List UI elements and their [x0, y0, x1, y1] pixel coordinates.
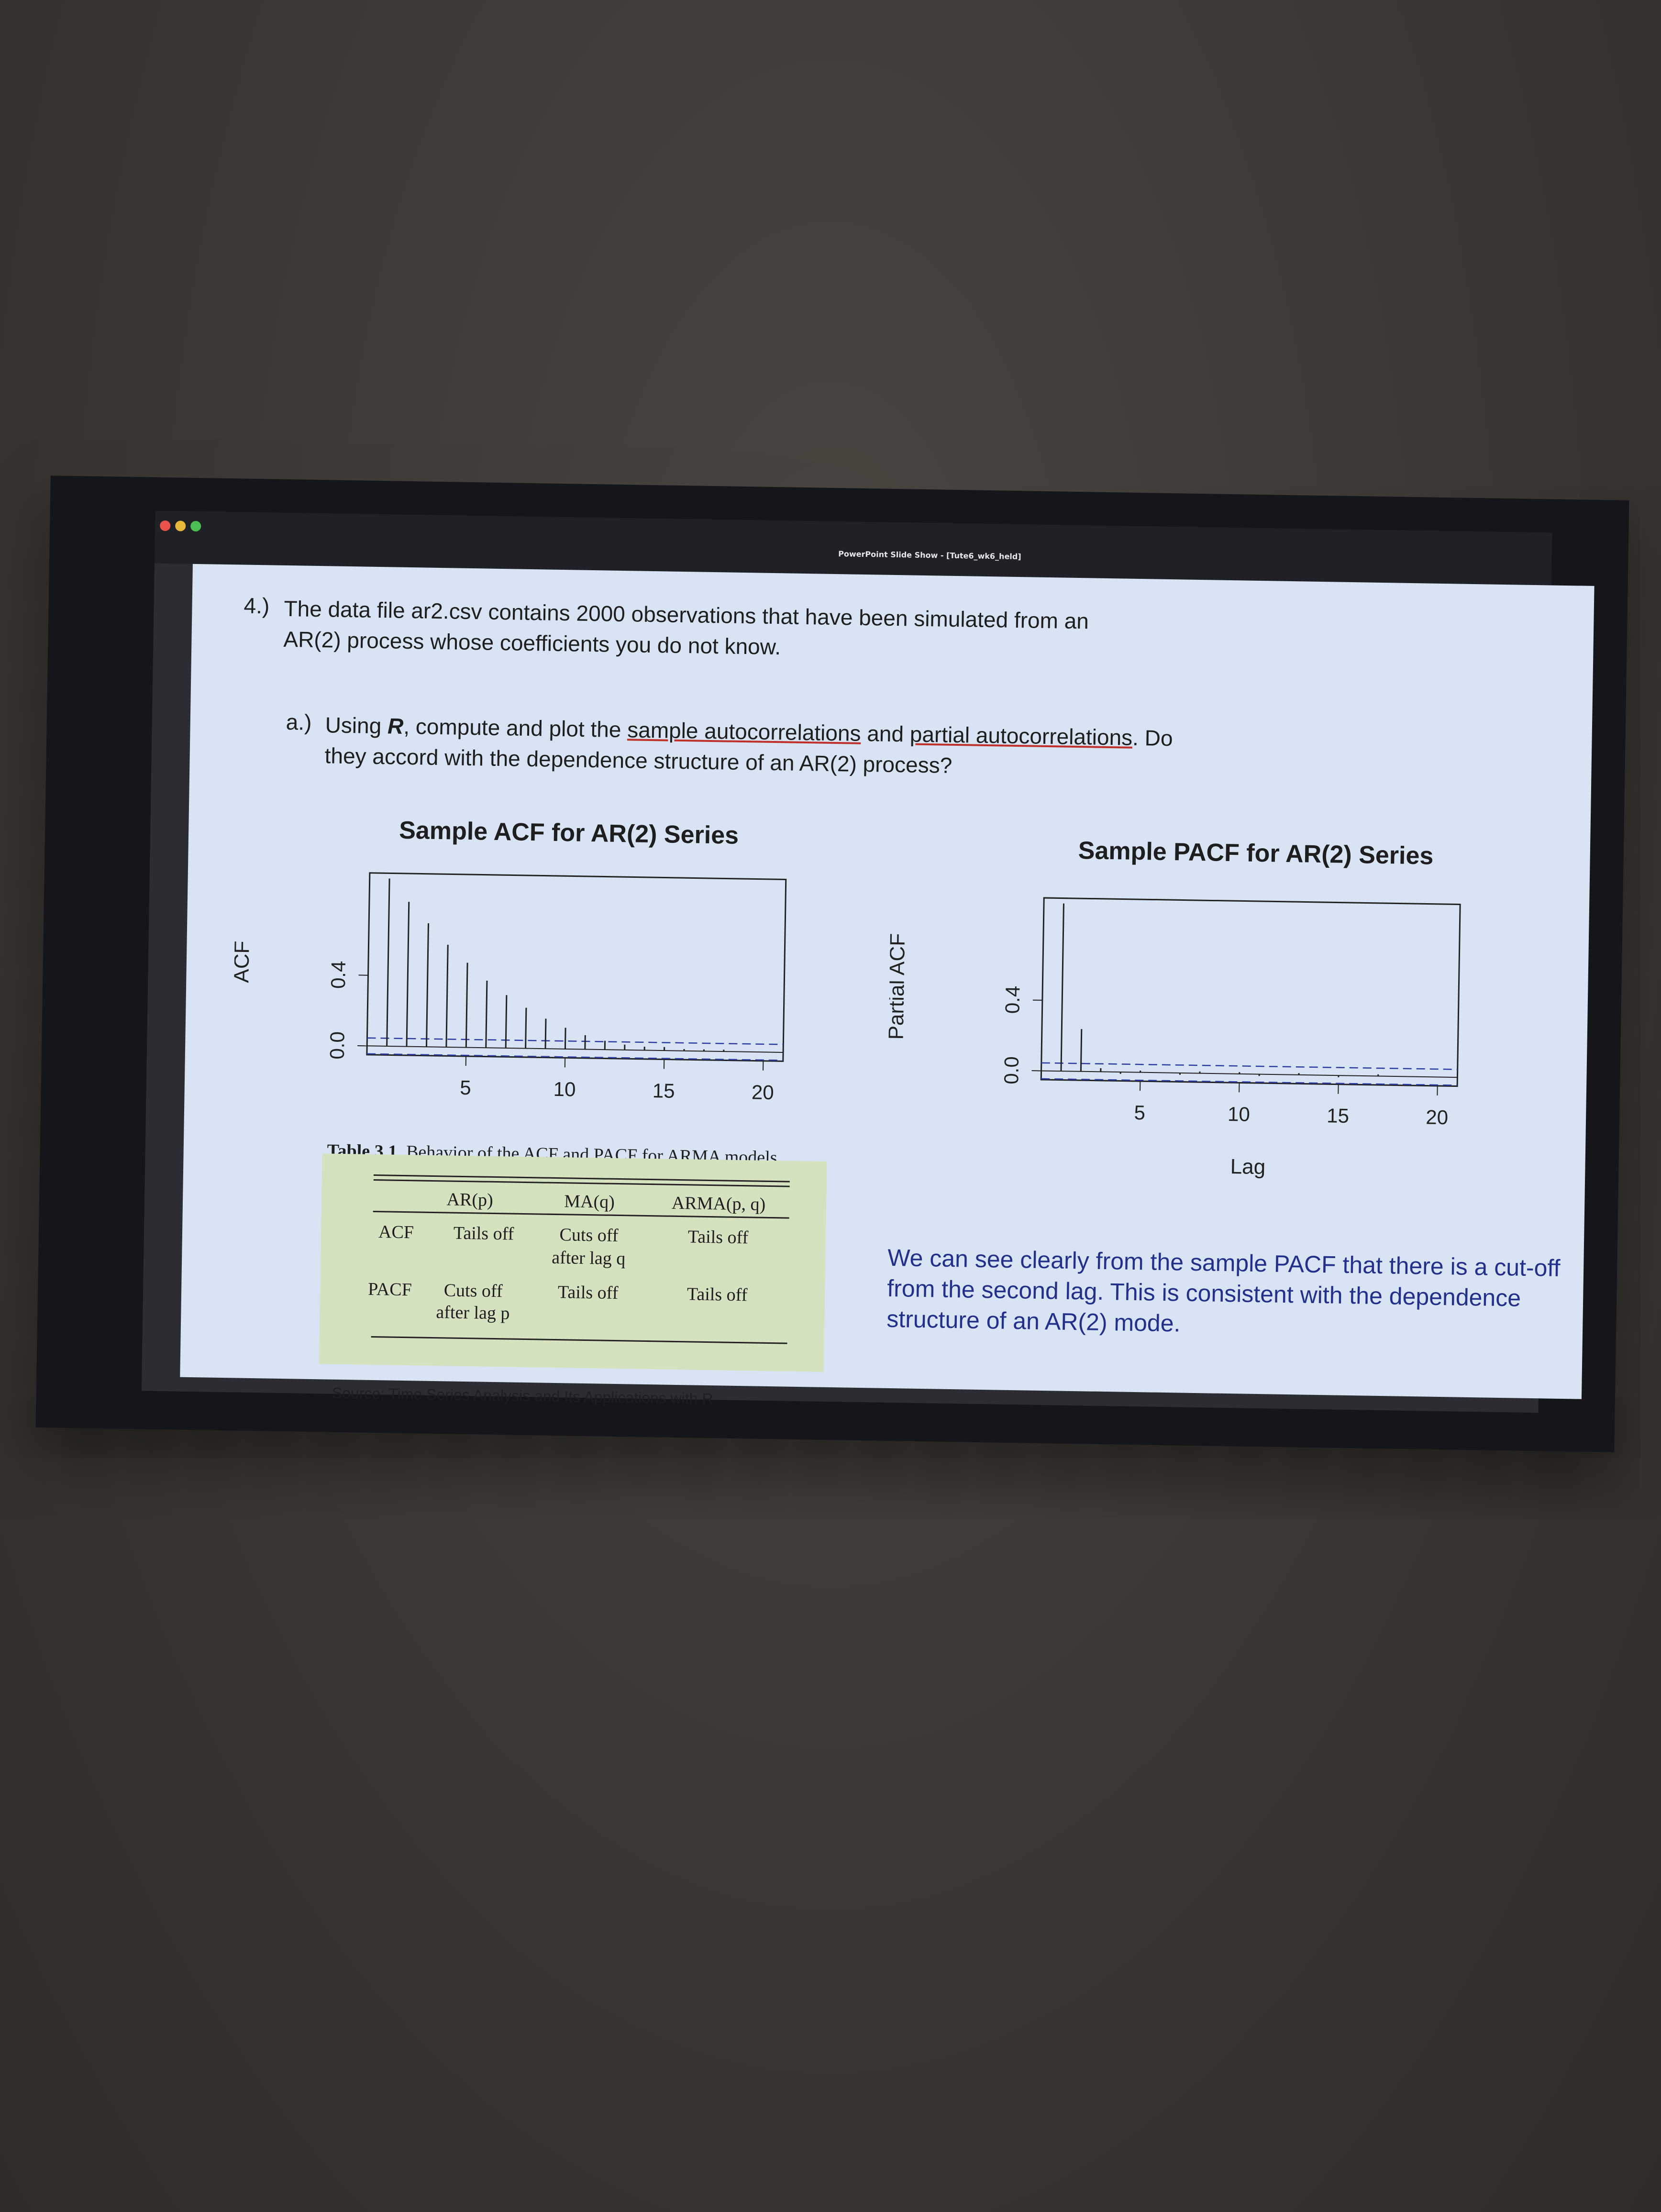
row-label-acf: ACF — [378, 1222, 414, 1243]
pacf-x-tick-label-15: 15 — [1327, 1104, 1349, 1127]
cell-pacf-ma: Tails off — [557, 1282, 619, 1304]
acf-bar-lag-1 — [386, 878, 390, 1046]
pacf-x-tick-label-20: 20 — [1426, 1106, 1448, 1129]
acf-bar-lag-3 — [425, 923, 430, 1047]
cell-acf-arma: Tails off — [687, 1227, 749, 1248]
acf-lower-bound — [366, 1053, 783, 1061]
source-note: Source: Time Series Analysis and Its App… — [332, 1384, 713, 1408]
pacf-x-tick-label-10: 10 — [1228, 1103, 1250, 1126]
cell-acf-ma-sub: after lag q — [551, 1247, 626, 1269]
acf-x-tick-label-15: 15 — [652, 1079, 675, 1102]
pacf-y-tick-label-0: 0.0 — [1000, 1056, 1023, 1084]
part-label: a.) — [286, 709, 312, 735]
question-text: The data file ar2.csv contains 2000 obse… — [283, 596, 1089, 660]
col-header-arma: ARMA(p, q) — [671, 1193, 766, 1215]
cell-pacf-ar-sub: after lag p — [436, 1302, 510, 1324]
col-header-ar: AR(p) — [446, 1189, 494, 1210]
pacf-x-axis-label: Lag — [1230, 1155, 1265, 1179]
window-title: PowerPoint Slide Show - [Tute6_wk6_held] — [838, 549, 1021, 562]
part-text-r: R — [387, 713, 404, 739]
pacf-y-axis-label: Partial ACF — [886, 933, 909, 1040]
pacf-x-tick-label-5: 5 — [1134, 1101, 1145, 1124]
part-text-mid2: and — [861, 720, 910, 747]
slideshow-window: PowerPoint Slide Show - [Tute6_wk6_held]… — [141, 510, 1595, 1413]
pacf-chart: 5 10 15 20 0.0 0.4 Partial ACF Lag — [886, 897, 1461, 1179]
close-window-button[interactable] — [160, 520, 171, 531]
pacf-bar-lag-1 — [1060, 903, 1064, 1072]
acf-y-axis-label: ACF — [231, 940, 254, 983]
cell-pacf-ar: Cuts off — [443, 1280, 503, 1302]
cell-acf-ma: Cuts off — [559, 1225, 619, 1246]
pacf-y-tick-label-1: 0.4 — [1001, 985, 1024, 1014]
part-text: Using R, compute and plot the sample aut… — [324, 709, 1186, 784]
pacf-zero-line — [1041, 1070, 1458, 1078]
arma-behavior-table: AR(p) MA(q) ARMA(p, q) ACF Tails off Cut… — [319, 1153, 827, 1372]
pacf-chart-title: Sample PACF for AR(2) Series — [1078, 837, 1434, 870]
partial-autocorrelations-term: partial autocorrelations — [909, 721, 1133, 750]
pacf-plot-frame — [1040, 897, 1461, 1087]
row-label-pacf: PACF — [367, 1279, 412, 1300]
acf-plot-frame — [366, 872, 787, 1062]
acf-upper-bound — [367, 1037, 784, 1045]
acf-x-tick-label-5: 5 — [460, 1076, 471, 1099]
acf-bar-lag-2 — [406, 902, 410, 1047]
cell-pacf-arma: Tails off — [687, 1284, 748, 1305]
pacf-lower-bound — [1041, 1078, 1458, 1086]
acf-bar-lag-9 — [544, 1018, 547, 1049]
table-bottom-rule — [371, 1336, 787, 1344]
minimize-window-button[interactable] — [175, 520, 186, 531]
cell-acf-ar: Tails off — [453, 1223, 514, 1244]
monitor: PowerPoint Slide Show - [Tute6_wk6_held]… — [35, 476, 1629, 1452]
acf-bar-lag-5 — [465, 962, 468, 1048]
slide[interactable]: 4.) The data file ar2.csv contains 2000 … — [180, 564, 1595, 1407]
acf-bar-lag-7 — [505, 995, 508, 1048]
acf-x-tick-label-10: 10 — [553, 1078, 576, 1101]
col-header-ma: MA(q) — [564, 1191, 615, 1212]
acf-chart: 5 10 15 20 0.0 0.4 ACF — [231, 872, 787, 1104]
question-number: 4.) — [244, 593, 270, 619]
sample-autocorrelations-term: sample autocorrelations — [627, 717, 861, 746]
pacf-upper-bound — [1041, 1062, 1458, 1070]
acf-bar-lag-4 — [445, 944, 449, 1047]
part-text-mid1: , compute and plot the — [403, 713, 628, 742]
part-text-pre: Using — [325, 712, 388, 739]
acf-x-tick-label-20: 20 — [752, 1081, 774, 1104]
conclusion-text: We can see clearly from the sample PACF … — [886, 1244, 1561, 1337]
zoom-window-button[interactable] — [190, 520, 201, 532]
acf-y-tick-label-1: 0.4 — [327, 961, 350, 989]
acf-zero-line — [367, 1045, 784, 1053]
acf-chart-title: Sample ACF for AR(2) Series — [399, 816, 739, 850]
acf-y-tick-label-0: 0.0 — [326, 1031, 349, 1060]
acf-bar-lag-6 — [485, 980, 488, 1048]
